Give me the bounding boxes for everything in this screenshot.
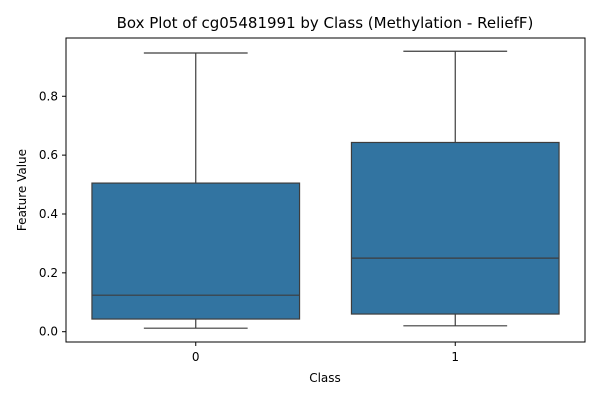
y-axis-label: Feature Value xyxy=(15,149,29,231)
axes-frame xyxy=(65,37,586,343)
x-tick-label: 0 xyxy=(192,350,200,364)
box-class-1 xyxy=(350,141,560,315)
plot-area: 0.0 0.2 0.4 0.6 0.8 0 1 xyxy=(39,37,586,364)
y-tick-label: 0.8 xyxy=(39,89,58,103)
y-tick-label: 0.4 xyxy=(39,207,58,221)
chart-title: Box Plot of cg05481991 by Class (Methyla… xyxy=(117,14,534,32)
x-tick-label: 1 xyxy=(451,350,459,364)
y-tick-label: 0.6 xyxy=(39,148,58,162)
box-class-0 xyxy=(91,182,301,320)
y-tick-label: 0.2 xyxy=(39,266,58,280)
x-axis-label: Class xyxy=(309,371,341,385)
y-tick-label: 0.0 xyxy=(39,325,58,339)
